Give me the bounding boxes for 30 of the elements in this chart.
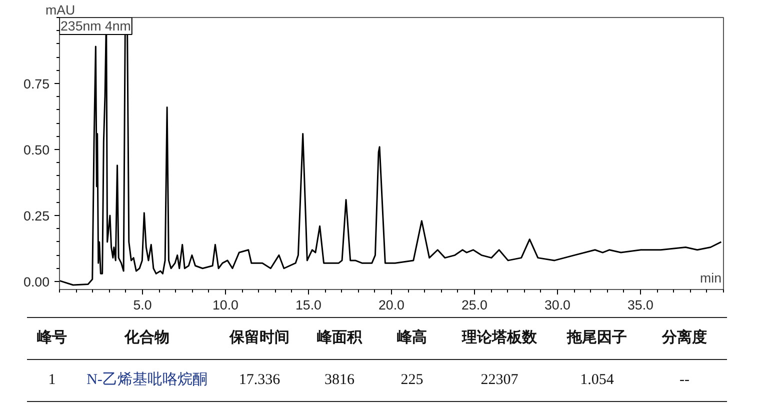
text: 峰面积	[302, 318, 377, 360]
x-tick-label: 15.0	[296, 298, 322, 312]
text: 1	[27, 360, 77, 402]
text: N-乙烯基吡咯烷酮	[77, 360, 217, 402]
x-axis-title: min	[700, 270, 722, 286]
text: 17.336	[217, 360, 302, 402]
text: 化合物	[77, 318, 217, 360]
x-tick-label: 30.0	[544, 298, 570, 312]
text: 理论塔板数	[447, 318, 552, 360]
y-tick-label: 0.75	[24, 76, 50, 92]
x-tick-label: 35.0	[628, 298, 654, 312]
text: 拖尾因子	[552, 318, 642, 360]
text: 22307	[447, 360, 552, 402]
text: 峰号	[27, 318, 77, 360]
text: 分离度	[642, 318, 727, 360]
y-tick-label: 0.00	[24, 274, 50, 290]
text: 3816	[302, 360, 377, 402]
x-tick-label: 5.0	[133, 298, 152, 312]
annotation: 235nm 4nm	[60, 18, 131, 34]
text: 保留时间	[217, 318, 302, 360]
x-tick-label: 10.0	[212, 298, 238, 312]
text: --	[642, 360, 727, 402]
text: 1.054	[552, 360, 642, 402]
text: 225	[377, 360, 447, 402]
x-tick-label: 25.0	[462, 298, 488, 312]
y-tick-label: 0.50	[24, 142, 50, 158]
text: 峰高	[377, 318, 447, 360]
y-axis-title: mAU	[46, 2, 76, 18]
x-tick-label: 20.0	[378, 298, 404, 312]
y-tick-label: 0.25	[24, 208, 50, 224]
